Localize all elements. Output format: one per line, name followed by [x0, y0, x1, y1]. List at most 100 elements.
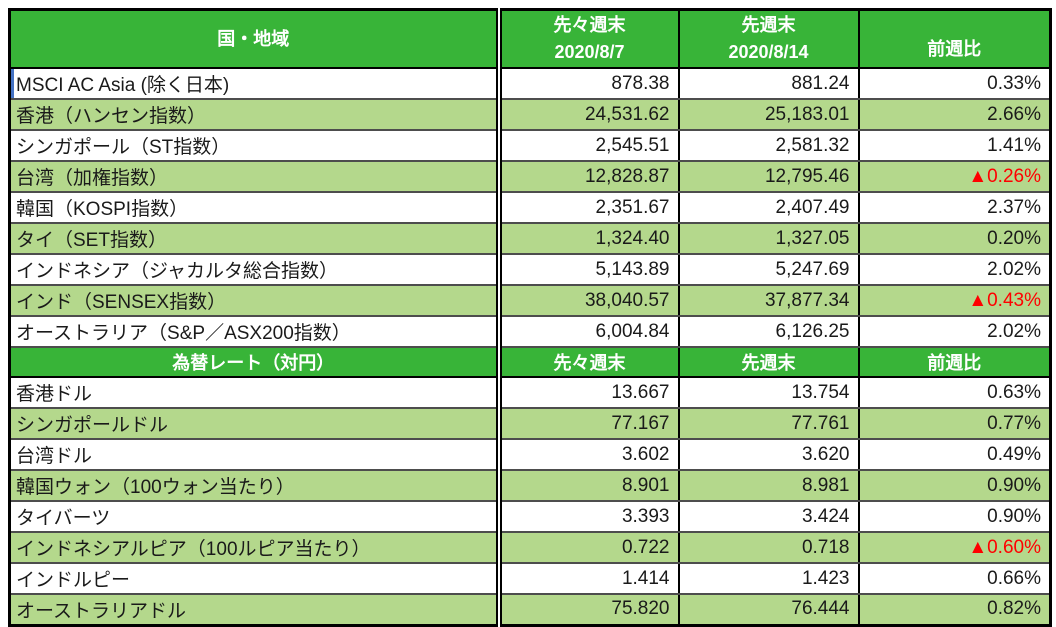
index-row-taiwan: 台湾（加権指数） 12,828.87 12,795.46 ▲0.26% [8, 160, 1052, 193]
index-row-korea: 韓国（KOSPI指数） 2,351.67 2,407.49 2.37% [8, 191, 1052, 224]
fx-label: オーストラリアドル [8, 593, 502, 626]
index-prev2-value: 2,351.67 [497, 191, 680, 224]
fx-change-value: ▲0.60% [857, 531, 1052, 564]
index-prev2-value: 6,004.84 [497, 315, 680, 348]
indices-header-row: 国・地域 先々週末 2020/8/7 先週末 2020/8/14 前週比 [8, 8, 1052, 69]
index-label: シンガポール（ST指数） [8, 129, 502, 162]
indices-header: 国・地域 先々週末 2020/8/7 先週末 2020/8/14 前週比 [8, 8, 1052, 69]
index-change-value: 1.41% [857, 129, 1052, 162]
index-prev2-value: 24,531.62 [497, 98, 680, 131]
fx-change-value: 0.82% [857, 593, 1052, 626]
fx-label: タイバーツ [8, 500, 502, 533]
index-prev1-value: 2,407.49 [677, 191, 860, 224]
fx-change-value: 0.49% [857, 438, 1052, 471]
fx-label: 韓国ウォン（100ウォン当たり） [8, 469, 502, 502]
fx-prev1-value: 3.424 [677, 500, 860, 533]
fx-row-sgd: シンガポールドル 77.167 77.761 0.77% [8, 407, 1052, 440]
prev2-week-label: 先々週末 [553, 15, 626, 35]
index-prev2-value: 38,040.57 [497, 284, 680, 317]
indices-header-region: 国・地域 [8, 8, 502, 69]
fx-prev1-value: 13.754 [677, 376, 860, 409]
index-label: インド（SENSEX指数） [8, 284, 502, 317]
fx-header-title: 為替レート（対円） [8, 346, 502, 378]
index-row-singapore: シンガポール（ST指数） 2,545.51 2,581.32 1.41% [8, 129, 1052, 162]
fx-prev1-value: 0.718 [677, 531, 860, 564]
fx-change-value: 0.63% [857, 376, 1052, 409]
prev2-date-label: 2020/8/7 [554, 42, 625, 62]
index-change-value: 2.37% [857, 191, 1052, 224]
fx-prev2-value: 3.393 [497, 500, 680, 533]
index-change-value: 2.02% [857, 315, 1052, 348]
index-label: 香港（ハンセン指数） [8, 98, 502, 131]
index-row-indonesia: インドネシア（ジャカルタ総合指数） 5,143.89 5,247.69 2.02… [8, 253, 1052, 286]
fx-change-value: 0.77% [857, 407, 1052, 440]
fx-label: インドネシアルピア（100ルピア当たり） [8, 531, 502, 564]
fx-row-inr: インドルピー 1.414 1.423 0.66% [8, 562, 1052, 595]
fx-header-change: 前週比 [857, 346, 1052, 378]
index-prev1-value: 5,247.69 [677, 253, 860, 286]
fx-label: 台湾ドル [8, 438, 502, 471]
fx-header-row: 為替レート（対円） 先々週末 先週末 前週比 [8, 346, 1052, 378]
markets-table: 国・地域 先々週末 2020/8/7 先週末 2020/8/14 前週比 MSC… [8, 8, 1052, 627]
fx-prev2-value: 3.602 [497, 438, 680, 471]
fx-row-twd: 台湾ドル 3.602 3.620 0.49% [8, 438, 1052, 471]
fx-row-hkd: 香港ドル 13.667 13.754 0.63% [8, 376, 1052, 409]
fx-row-thb: タイバーツ 3.393 3.424 0.90% [8, 500, 1052, 533]
fx-label: インドルピー [8, 562, 502, 595]
index-prev1-value: 12,795.46 [677, 160, 860, 193]
fx-prev2-value: 0.722 [497, 531, 680, 564]
index-change-value: 2.66% [857, 98, 1052, 131]
index-label: タイ（SET指数） [8, 222, 502, 255]
index-prev1-value: 2,581.32 [677, 129, 860, 162]
index-change-value: ▲0.43% [857, 284, 1052, 317]
fx-change-value: 0.66% [857, 562, 1052, 595]
indices-header-change: 前週比 [857, 8, 1052, 69]
index-prev2-value: 878.38 [497, 67, 680, 100]
fx-label: 香港ドル [8, 376, 502, 409]
index-label: 台湾（加権指数） [8, 160, 502, 193]
indices-rows: MSCI AC Asia (除く日本) 878.38 881.24 0.33% … [8, 67, 1052, 348]
fx-row-krw: 韓国ウォン（100ウォン当たり） 8.901 8.981 0.90% [8, 469, 1052, 502]
index-prev1-value: 881.24 [677, 67, 860, 100]
index-row-msci: MSCI AC Asia (除く日本) 878.38 881.24 0.33% [8, 67, 1052, 100]
index-prev2-value: 2,545.51 [497, 129, 680, 162]
fx-prev2-value: 1.414 [497, 562, 680, 595]
index-label: MSCI AC Asia (除く日本) [8, 67, 502, 100]
fx-prev1-value: 76.444 [677, 593, 860, 626]
index-change-value: 0.33% [857, 67, 1052, 100]
fx-change-value: 0.90% [857, 500, 1052, 533]
fx-row-aud: オーストラリアドル 75.820 76.444 0.82% [8, 593, 1052, 626]
index-change-value: 0.20% [857, 222, 1052, 255]
index-prev1-value: 25,183.01 [677, 98, 860, 131]
fx-label: シンガポールドル [8, 407, 502, 440]
index-prev2-value: 12,828.87 [497, 160, 680, 193]
fx-header-prev1: 先週末 [677, 346, 860, 378]
fx-prev1-value: 8.981 [677, 469, 860, 502]
index-prev2-value: 1,324.40 [497, 222, 680, 255]
fx-change-value: 0.90% [857, 469, 1052, 502]
fx-prev2-value: 77.167 [497, 407, 680, 440]
fx-prev1-value: 3.620 [677, 438, 860, 471]
index-change-value: 2.02% [857, 253, 1052, 286]
index-row-thailand: タイ（SET指数） 1,324.40 1,327.05 0.20% [8, 222, 1052, 255]
fx-rows: 香港ドル 13.667 13.754 0.63% シンガポールドル 77.167… [8, 376, 1052, 626]
fx-header: 為替レート（対円） 先々週末 先週末 前週比 [8, 346, 1052, 378]
fx-prev2-value: 13.667 [497, 376, 680, 409]
index-prev1-value: 1,327.05 [677, 222, 860, 255]
indices-header-prev2: 先々週末 2020/8/7 [497, 8, 680, 69]
index-prev2-value: 5,143.89 [497, 253, 680, 286]
index-change-value: ▲0.26% [857, 160, 1052, 193]
index-prev1-value: 6,126.25 [677, 315, 860, 348]
fx-header-prev2: 先々週末 [497, 346, 680, 378]
fx-row-idr: インドネシアルピア（100ルピア当たり） 0.722 0.718 ▲0.60% [8, 531, 1052, 564]
prev1-week-label: 先週末 [741, 15, 796, 35]
fx-prev1-value: 77.761 [677, 407, 860, 440]
index-label: 韓国（KOSPI指数） [8, 191, 502, 224]
index-label: オーストラリア（S&P／ASX200指数） [8, 315, 502, 348]
index-row-hongkong: 香港（ハンセン指数） 24,531.62 25,183.01 2.66% [8, 98, 1052, 131]
index-prev1-value: 37,877.34 [677, 284, 860, 317]
prev1-date-label: 2020/8/14 [728, 42, 809, 62]
index-row-india: インド（SENSEX指数） 38,040.57 37,877.34 ▲0.43% [8, 284, 1052, 317]
fx-prev2-value: 8.901 [497, 469, 680, 502]
